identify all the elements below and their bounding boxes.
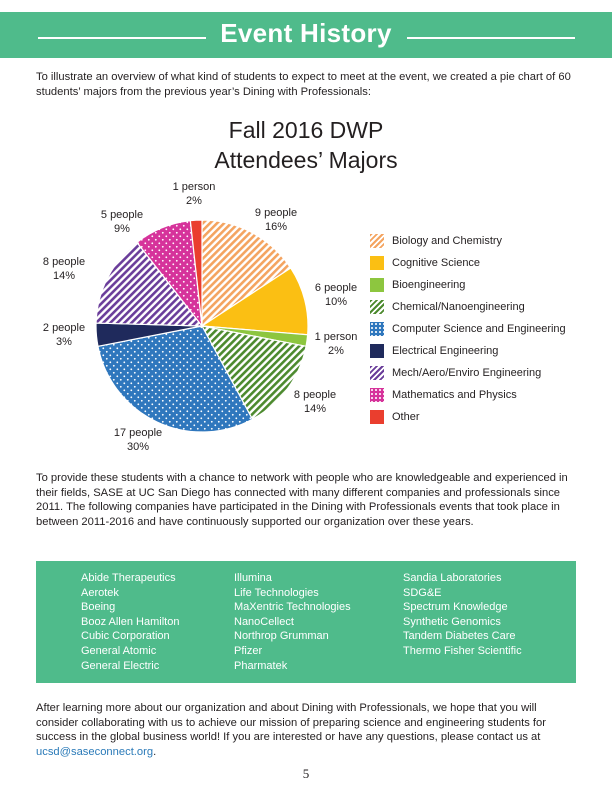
legend-label: Cognitive Science: [392, 257, 481, 269]
legend-label: Biology and Chemistry: [392, 235, 503, 247]
chart-title-line-2: Attendees’ Majors: [214, 147, 398, 173]
chart-title-line-1: Fall 2016 DWP: [228, 117, 384, 143]
legend-label: Electrical Engineering: [392, 345, 499, 357]
legend-item: Mech/Aero/Enviro Engineering: [370, 362, 610, 384]
legend-swatch: [370, 344, 384, 358]
page-number: 5: [302, 766, 310, 781]
company-list-box: Abide Therapeutics Aerotek Boeing Booz Alle…: [36, 561, 576, 683]
closing-period: .: [153, 745, 157, 758]
closing-text: After learning more about our organizati…: [36, 702, 546, 744]
company-name: SDG&E: [403, 586, 442, 599]
slice-percent-label: 3%: [56, 336, 72, 348]
legend-swatch: [370, 300, 384, 314]
header-banner: Event History: [0, 12, 612, 58]
slice-percent-label: 2%: [186, 195, 202, 207]
pie-slice: [97, 325, 254, 433]
slice-count-label: 1 person: [173, 181, 216, 193]
legend-label: Other: [392, 411, 420, 423]
company-column-3: Sandia Laboratories SDG&E Spectrum Knowled…: [403, 571, 522, 659]
closing-paragraph: After learning more about our organizati…: [36, 701, 581, 759]
slice-count-label: 9 people: [255, 207, 297, 219]
slice-percent-label: 9%: [114, 223, 130, 235]
legend-swatch: [370, 256, 384, 270]
company-column-2: Illumina Life Technologies MaXentric Techn…: [234, 571, 351, 673]
company-name: Northrop Grumman: [234, 630, 329, 643]
company-name: Booz Allen Hamilton: [81, 615, 180, 628]
company-name: Pfizer: [234, 644, 263, 657]
slice-count-label: 17 people: [114, 427, 162, 439]
legend-label: Mathematics and Physics: [392, 389, 517, 401]
header-rule-left: [38, 37, 206, 39]
slice-percent-label: 14%: [53, 270, 75, 282]
slice-count-label: 1 person: [315, 331, 358, 343]
company-name: Pharmatek: [234, 659, 288, 672]
legend-swatch: [370, 234, 384, 248]
company-name: Synthetic Genomics: [403, 615, 501, 628]
company-name: MaXentric Technologies: [234, 601, 351, 614]
legend-item: Other: [370, 406, 610, 428]
slice-count-label: 5 people: [101, 209, 143, 221]
slice-count-label: 2 people: [43, 322, 85, 334]
legend-swatch: [370, 322, 384, 336]
slice-percent-label: 14%: [304, 403, 326, 415]
pie-slice: [201, 219, 292, 328]
legend-item: Electrical Engineering: [370, 340, 610, 362]
legend-label: Computer Science and Engineering: [392, 323, 566, 335]
companies-paragraph: To provide these students with a chance …: [36, 472, 568, 528]
legend-item: Computer Science and Engineering: [370, 318, 610, 340]
legend-swatch: [370, 410, 384, 424]
page-title: Event History: [220, 18, 392, 48]
pie-slice: [189, 219, 203, 327]
slice-percent-label: 10%: [325, 296, 347, 308]
legend-item: Chemical/Nanoengineering: [370, 296, 610, 318]
header-rule-right: [407, 37, 575, 39]
company-name: Abide Therapeutics: [81, 572, 176, 584]
legend-item: Biology and Chemistry: [370, 230, 610, 252]
company-name: Boeing: [81, 601, 116, 614]
slice-percent-label: 16%: [265, 221, 287, 233]
company-name: Tandem Diabetes Care: [403, 630, 516, 643]
slice-count-label: 8 people: [43, 256, 85, 268]
company-name: Thermo Fisher Scientific: [403, 644, 522, 657]
company-column-1: Abide Therapeutics Aerotek Boeing Booz Alle…: [81, 571, 179, 673]
company-name: Cubic Corporation: [81, 630, 170, 643]
company-name: Life Technologies: [234, 586, 319, 599]
slice-count-label: 6 people: [315, 282, 357, 294]
company-name: Spectrum Knowledge: [403, 601, 508, 614]
intro-paragraph: To illustrate an overview of what kind o…: [36, 71, 571, 98]
company-name: General Electric: [81, 659, 160, 672]
slice-percent-label: 2%: [328, 345, 344, 357]
pie-slice: [95, 241, 204, 327]
legend-swatch: [370, 388, 384, 402]
chart-legend: Biology and Chemistry Cognitive Science Bi…: [370, 230, 610, 428]
company-name: NanoCellect: [234, 615, 294, 628]
legend-item: Bioengineering: [370, 274, 610, 296]
slice-count-label: 8 people: [294, 389, 336, 401]
legend-item: Mathematics and Physics: [370, 384, 610, 406]
legend-swatch: [370, 278, 384, 292]
slice-percent-label: 30%: [127, 441, 149, 453]
pie-slice: [200, 325, 307, 421]
company-name: Illumina: [234, 572, 272, 584]
company-name: Sandia Laboratories: [403, 572, 502, 584]
legend-label: Mech/Aero/Enviro Engineering: [392, 367, 542, 379]
legend-label: Chemical/Nanoengineering: [392, 301, 525, 313]
legend-swatch: [370, 366, 384, 380]
company-name: Aerotek: [81, 586, 119, 599]
pie-slice: [200, 267, 309, 336]
legend-label: Bioengineering: [392, 279, 466, 291]
contact-email-link[interactable]: ucsd@saseconnect.org: [36, 745, 154, 758]
company-name: General Atomic: [81, 644, 157, 657]
legend-item: Cognitive Science: [370, 252, 610, 274]
chart-title: Fall 2016 DWP Attendees’ Majors: [0, 115, 612, 175]
